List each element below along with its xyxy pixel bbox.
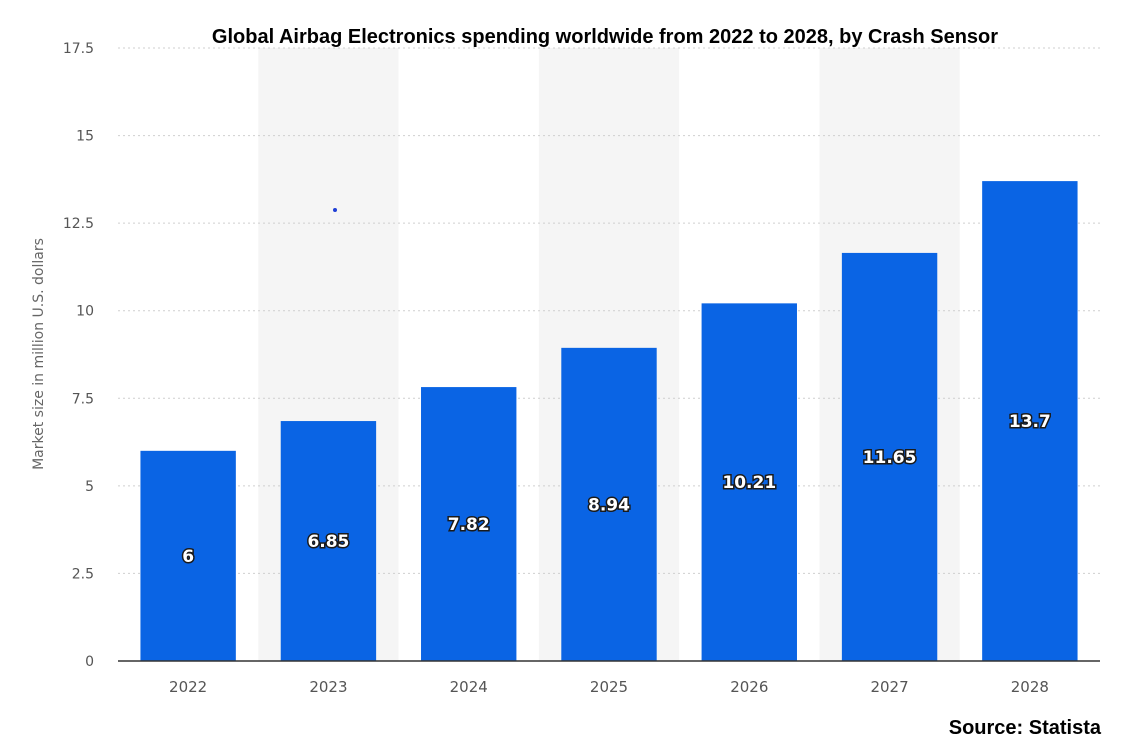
- x-axis-ticks: 2022 2023 2024 2025 2026 2027 2028: [169, 678, 1049, 696]
- bars: [140, 181, 1078, 661]
- bar-2025: [561, 347, 657, 661]
- data-label-2025: 8.94: [588, 495, 630, 515]
- x-tick-label-2023: 2023: [309, 678, 347, 696]
- data-label-2028: 13.7: [1009, 412, 1051, 432]
- stray-dot: [333, 208, 337, 212]
- y-tick-label: 0: [85, 654, 94, 670]
- data-labels: 6 6.85 7.82 8.94 10.21 11.65 13.7: [181, 411, 1053, 569]
- data-label-2024: 7.82: [448, 515, 490, 535]
- bar-2028: [982, 181, 1078, 661]
- y-axis-ticks: 0 2.5 5 7.5 10 12.5 15 17.5: [63, 41, 94, 670]
- x-tick-label-2027: 2027: [870, 678, 908, 696]
- x-tick-label-2025: 2025: [590, 678, 628, 696]
- data-label-2027: 11.65: [863, 448, 917, 468]
- data-label-2022: 6: [182, 547, 194, 567]
- x-tick-label-2022: 2022: [169, 678, 207, 696]
- data-label-2023: 6.85: [307, 532, 349, 552]
- y-tick-label: 15: [76, 129, 94, 145]
- x-tick-label-2026: 2026: [730, 678, 768, 696]
- y-tick-label: 7.5: [72, 391, 94, 407]
- y-tick-label: 2.5: [72, 566, 94, 582]
- bar-2022: [140, 450, 236, 661]
- y-tick-label: 5: [85, 479, 94, 495]
- x-tick-label-2024: 2024: [450, 678, 488, 696]
- bar-2024: [421, 387, 517, 661]
- y-tick-label: 12.5: [63, 216, 94, 232]
- bar-2026: [701, 303, 797, 661]
- y-axis-label: Market size in million U.S. dollars: [31, 238, 47, 470]
- bar-2023: [280, 421, 377, 661]
- bar-2027: [841, 252, 938, 661]
- data-label-2026: 10.21: [722, 473, 776, 493]
- source-credit: Source: Statista: [949, 717, 1102, 739]
- x-tick-label-2028: 2028: [1011, 678, 1049, 696]
- y-tick-label: 17.5: [63, 41, 94, 57]
- chart-title: Global Airbag Electronics spending world…: [212, 26, 998, 48]
- y-tick-label: 10: [76, 304, 94, 320]
